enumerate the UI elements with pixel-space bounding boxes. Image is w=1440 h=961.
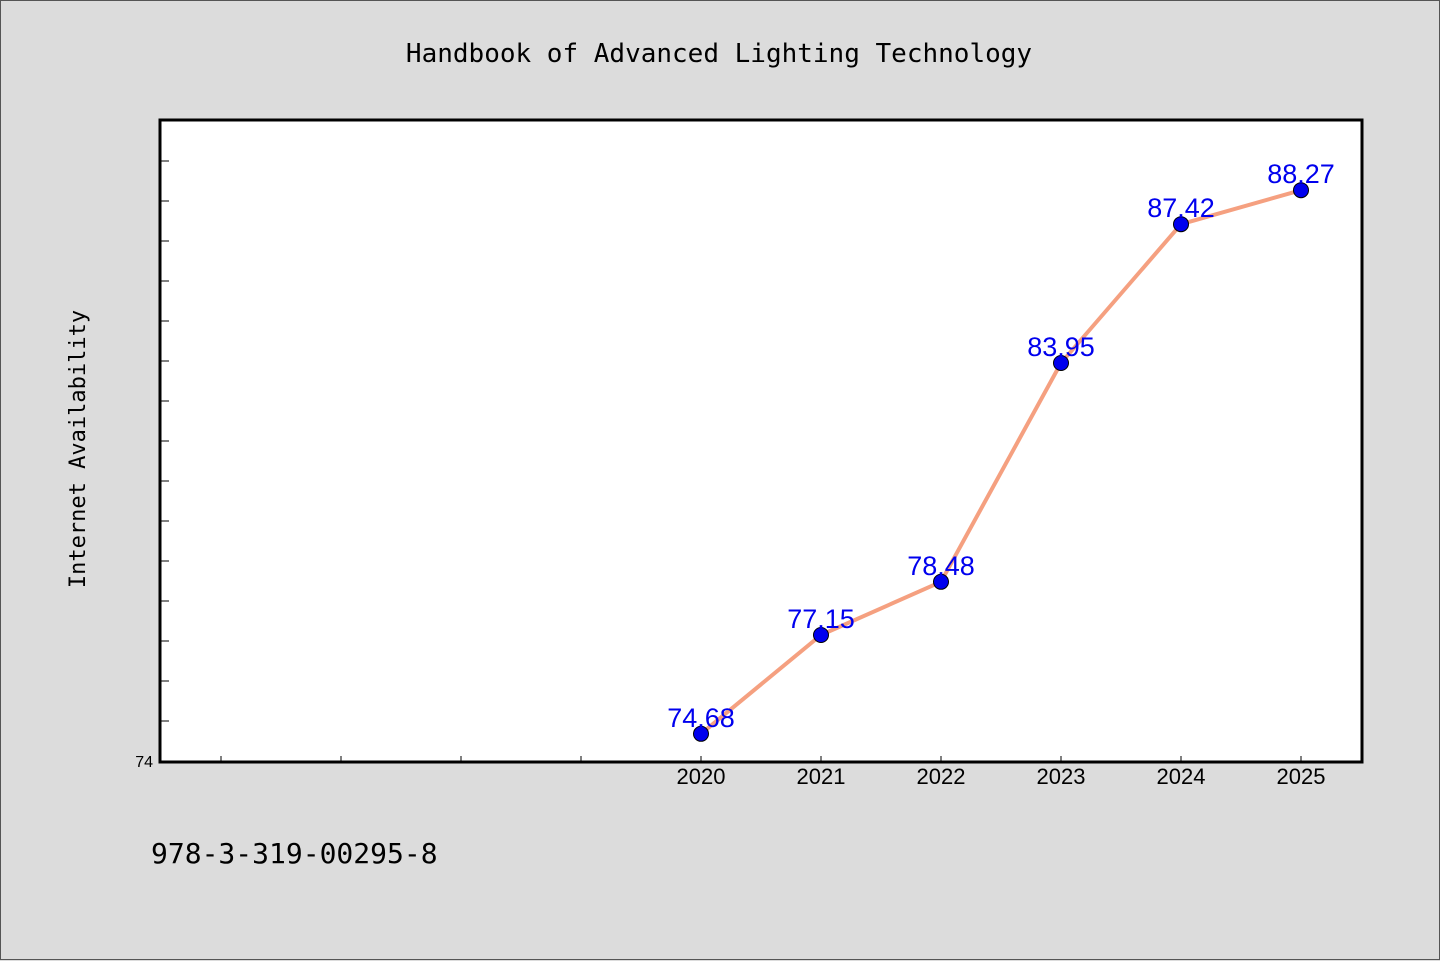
y-axis-label: Internet Availability	[66, 310, 91, 588]
x-tick-label: 2024	[1157, 764, 1206, 789]
series-layer: 74.68 77.15 78.48 83.95 87.42 88.27	[667, 159, 1335, 742]
data-point	[1053, 355, 1069, 371]
series-line	[699, 188, 1302, 736]
data-point	[1293, 182, 1309, 199]
data-label: 83.95	[1027, 332, 1095, 362]
x-tick-label: 2025	[1277, 764, 1326, 789]
data-point	[693, 725, 709, 742]
data-label: 77.15	[787, 604, 855, 634]
data-label: 87.42	[1147, 193, 1215, 223]
data-label: 74.68	[667, 703, 735, 733]
data-point	[933, 573, 949, 590]
x-tick-label: 2020	[677, 764, 726, 789]
data-point	[1173, 216, 1189, 233]
data-label: 78.48	[907, 551, 975, 581]
chart-title: Handbook of Advanced Lighting Technology	[406, 39, 1032, 69]
x-tick-label: 2023	[1037, 764, 1086, 789]
isbn-footer: 978-3-319-00295-8	[151, 837, 438, 870]
data-point	[813, 627, 829, 643]
plot-area	[158, 118, 1364, 764]
x-tick-label: 2022	[917, 764, 966, 789]
y-axis-ticks	[161, 160, 169, 722]
y-tick-label: 74	[135, 754, 153, 771]
x-tick-label: 2021	[797, 764, 846, 789]
x-axis-ticks: 2020 2021 2022 2023 2024 2025	[220, 756, 1326, 789]
data-label: 88.27	[1267, 159, 1335, 189]
